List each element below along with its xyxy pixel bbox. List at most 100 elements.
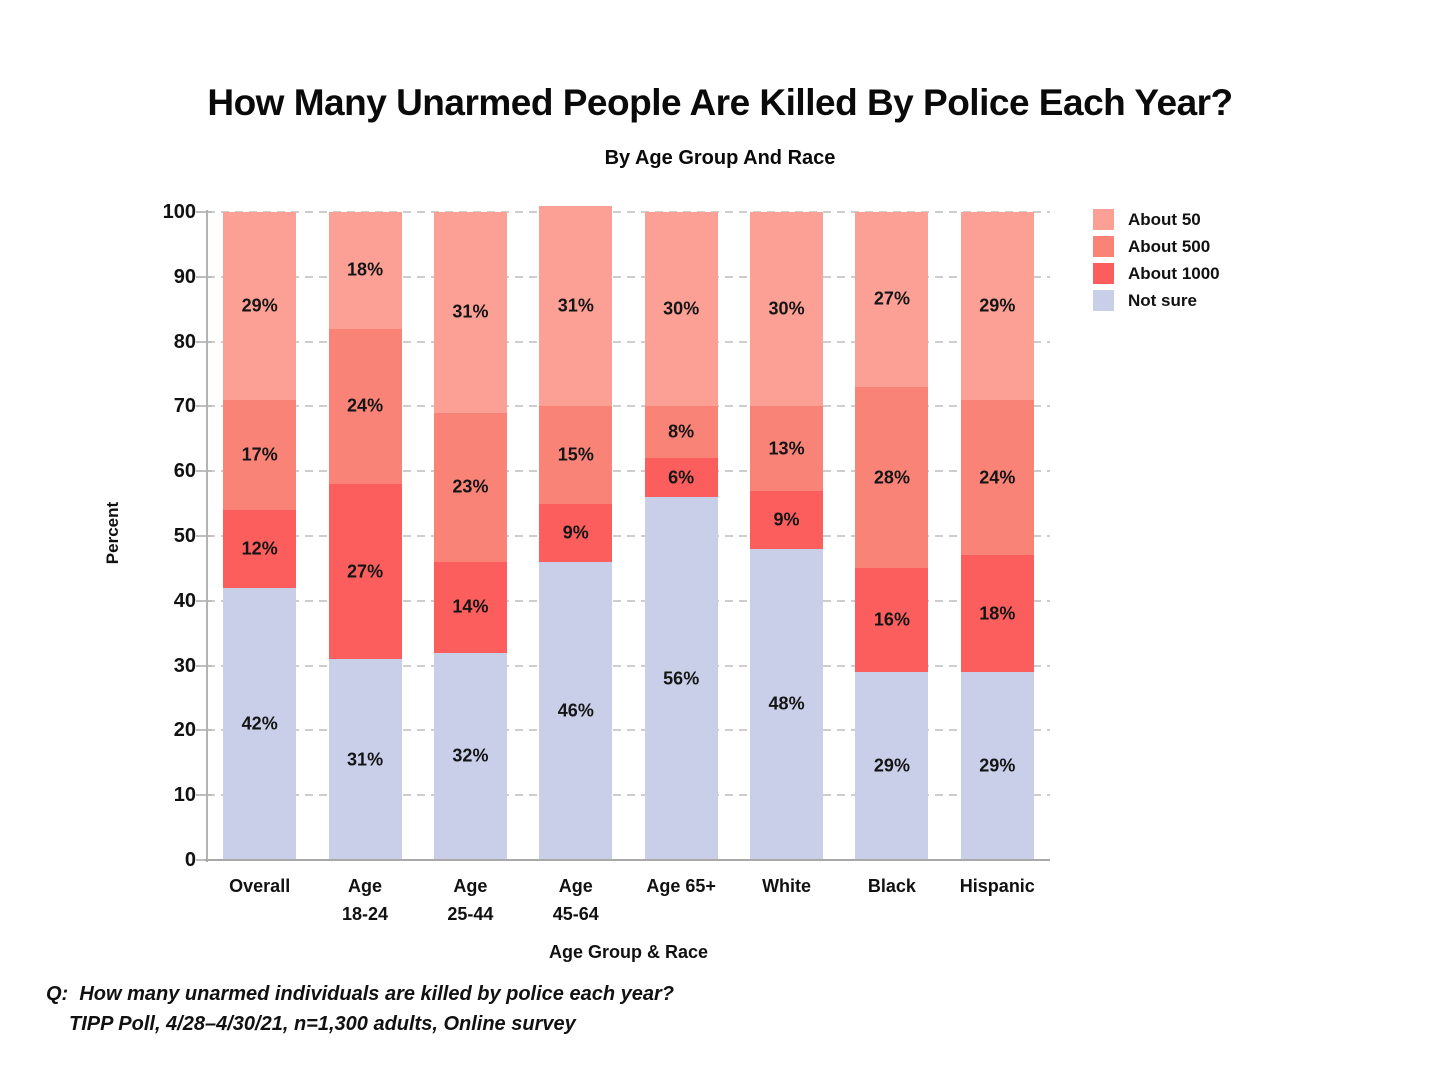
gridline-20 [207,729,1050,732]
x-category-label: Age 25-44 [447,876,494,924]
legend-swatch-not-sure [1093,290,1114,311]
gridline-70 [207,405,1050,408]
bar-segment-not-sure [223,587,297,860]
y-axis-line [206,210,208,862]
x-category-label: Age 65+ [646,876,716,896]
legend-item-about-500: About 500 [1093,233,1220,260]
bar-value-label: 29% [241,295,278,316]
gridline-30 [207,664,1050,667]
legend-swatch-about-1000 [1093,263,1114,284]
gridline-90 [207,275,1050,278]
bar-segment-about-1000 [223,510,297,588]
x-category-label: Hispanic [959,876,1035,896]
bar-value-label: 17% [241,444,278,465]
bar-segment-about-1000 [960,555,1034,673]
legend-label-not-sure: Not sure [1128,290,1197,310]
gridline-50 [207,535,1050,537]
bar-segment-not-sure [433,652,507,860]
x-category-label: White [762,876,812,896]
bar-segment-not-sure [328,659,402,860]
chart-subtitle: By Age Group And Race [604,147,836,169]
bar-segment-not-sure [855,672,929,860]
x-category-label: Age 18-24 [342,876,389,924]
bar-segment-about-500 [223,399,297,511]
bar-segment-about-1000 [433,561,507,653]
bar-segment-not-sure [960,672,1034,860]
bar-value-label: 12% [241,538,278,559]
bar-segment-about-1000 [750,490,824,549]
bar-segment-about-500 [433,412,507,562]
y-tick-label-60: 60 [173,460,196,483]
y-tick-label-0: 0 [184,849,196,871]
bar-segment-about-1000 [644,458,718,498]
legend: About 50 About 500 About 1000 Not sure [1093,206,1220,314]
bar-segment-about-500 [328,328,402,485]
bar-segment-about-1000 [539,503,613,562]
y-tick-label-40: 40 [173,589,196,612]
bar-value-label: 56% [663,668,700,689]
bar-value-label: 24% [347,395,384,416]
bar-segment-about-1000 [328,484,402,660]
legend-swatch-about-50 [1093,209,1114,230]
bar-segment-about-500 [644,406,718,459]
bar-value-label: 30% [768,298,805,319]
x-axis-title: Age Group & Race [548,942,709,962]
bar-segment-about-500 [750,406,824,491]
bar-segment-not-sure [750,548,824,860]
legend-label-about-1000: About 1000 [1128,263,1220,283]
bar-value-label: 29% [979,755,1016,776]
y-tick-100 [196,211,212,213]
bar-segment-not-sure [539,561,613,860]
bar-value-label: 15% [557,444,594,465]
y-tick-30 [196,664,212,667]
legend-item-about-1000: About 1000 [1093,260,1220,287]
bar-value-label: 42% [241,713,278,734]
y-tick-0 [196,859,212,861]
gridline-40 [207,599,1050,602]
x-category-label: Overall [229,876,291,896]
y-tick-label-50: 50 [173,525,196,547]
gridline-80 [207,340,1050,343]
bar-value-label: 31% [347,749,384,770]
x-category-label: Age 45-64 [552,876,599,924]
y-tick-80 [196,340,212,343]
y-tick-10 [196,794,212,797]
bar-segment-about-50 [855,212,929,387]
legend-label-about-50: About 50 [1128,209,1201,229]
y-tick-label-30: 30 [173,654,196,677]
y-tick-60 [196,470,212,473]
bar-value-label: 46% [557,700,594,721]
bar-value-label: 13% [768,438,805,459]
bar-segment-not-sure [644,497,718,860]
bar-value-label: 32% [452,745,489,766]
y-tick-90 [196,275,212,278]
y-tick-20 [196,729,212,732]
bar-value-label: 9% [562,522,589,543]
y-tick-label-100: 100 [162,201,196,223]
y-tick-label-80: 80 [173,330,196,353]
bar-segment-about-50 [223,212,297,400]
bar-value-label: 27% [347,561,384,582]
x-category-label: Black [867,876,916,896]
bar-value-label: 29% [873,755,910,776]
bar-value-label: 6% [668,467,695,488]
bar-value-label: 27% [873,288,910,309]
x-axis-line [205,859,1050,861]
y-tick-70 [196,405,212,408]
bar-value-label: 31% [557,295,594,316]
legend-item-about-50: About 50 [1093,206,1220,233]
gridline-10 [207,794,1050,797]
bar-value-label: 9% [773,509,800,530]
chart-title: How Many Unarmed People Are Killed By Po… [207,82,1233,123]
bar-value-label: 30% [663,298,700,319]
y-tick-40 [196,599,212,602]
bar-segment-about-500 [539,406,613,504]
bar-value-label: 31% [452,301,489,322]
bar-segment-about-1000 [855,568,929,673]
bar-segment-about-50 [960,212,1034,400]
y-axis-title: Percent [103,501,122,565]
bar-segment-about-50 [433,212,507,413]
y-tick-label-10: 10 [173,784,196,807]
y-tick-label-20: 20 [173,719,196,742]
